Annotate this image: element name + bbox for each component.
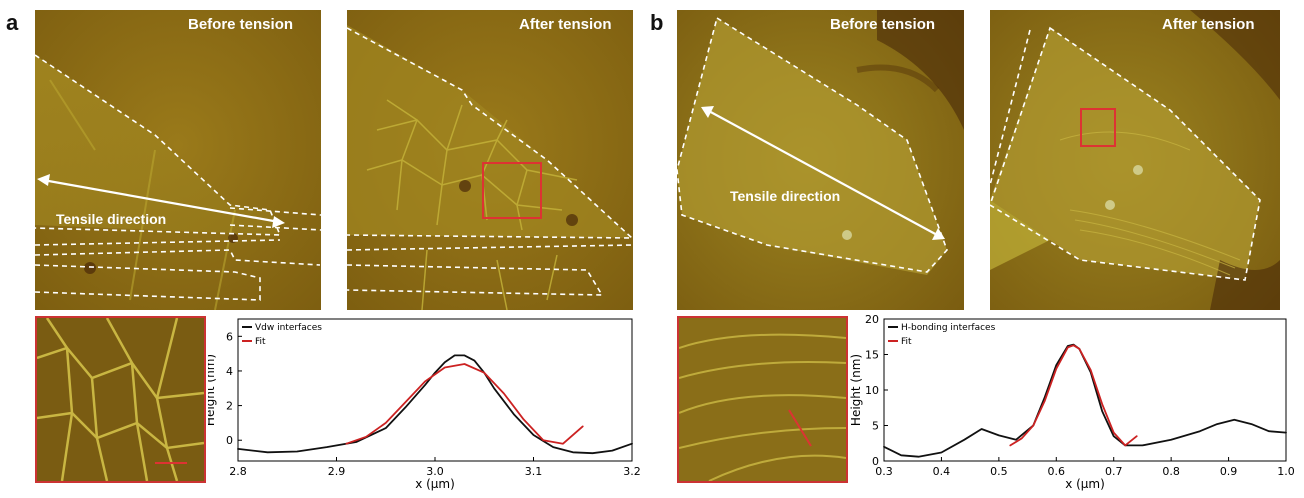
afm-image-b-before [677, 10, 964, 310]
x-axis-label: x (μm) [1065, 477, 1105, 491]
x-tick-label: 0.5 [990, 465, 1008, 478]
x-tick-label: 0.6 [1048, 465, 1066, 478]
y-tick-label: 2 [226, 400, 233, 413]
image-title-b-before: Before tension [830, 16, 936, 33]
tensile-direction-label-b: Tensile direction [730, 188, 841, 204]
x-tick-label: 3.1 [525, 465, 543, 478]
series-line-1 [1009, 344, 1138, 447]
image-title-a-after: After tension [519, 16, 612, 33]
x-tick-label: 2.8 [229, 465, 247, 478]
legend-label: H-bonding interfaces [901, 323, 996, 333]
afm-image-b-after [990, 10, 1280, 310]
x-tick-label: 0.3 [875, 465, 893, 478]
image-title-a-before: Before tension [188, 16, 294, 33]
plot-frame [237, 318, 633, 462]
x-tick-label: 3.2 [623, 465, 641, 478]
x-tick-label: 3.0 [426, 465, 444, 478]
series-line-1 [345, 363, 584, 445]
series-line-0 [237, 354, 633, 455]
panel-letter-a: a [6, 10, 19, 35]
x-tick-label: 0.4 [933, 465, 951, 478]
image-title-b-after: After tension [1162, 16, 1255, 33]
y-tick-label: 0 [872, 455, 879, 468]
zoom-inset-a [35, 316, 206, 483]
y-axis-label: Height (nm) [208, 354, 217, 426]
x-tick-label: 0.7 [1105, 465, 1123, 478]
chart-b-svg: 0.3 0.4 0.5 0.6 0.7 0.8 0.9 1.0 0 5 10 15 20 x (μm) He… [849, 313, 1295, 491]
x-tick-label: 0.8 [1162, 465, 1180, 478]
afm-image-a-before [35, 10, 321, 310]
height-profile-chart-b: 0.3 0.4 0.5 0.6 0.7 0.8 0.9 1.0 0 5 10 15 20 x (μm) He… [849, 313, 1296, 493]
panel-letter-b: b [650, 10, 664, 35]
y-tick-label: 6 [226, 330, 233, 343]
x-axis-label: x (μm) [415, 477, 455, 491]
y-axis-label: Height (nm) [850, 354, 863, 426]
y-tick-label: 5 [872, 420, 879, 433]
y-tick-label: 0 [226, 434, 233, 447]
height-profile-chart-a: 2.8 2.9 3.0 3.1 3.2 0 2 4 6 x (μm) Height (nm) Vdw … [203, 313, 644, 493]
legend-label: Fit [255, 337, 266, 347]
plot-frame [883, 318, 1287, 462]
y-tick-label: 15 [865, 349, 879, 362]
zoom-inset-b [677, 316, 848, 483]
y-tick-label: 4 [226, 365, 233, 378]
chart-a-svg: 2.8 2.9 3.0 3.1 3.2 0 2 4 6 x (μm) Height (nm) Vdw … [203, 318, 641, 491]
x-tick-label: 1.0 [1277, 465, 1295, 478]
legend-label: Fit [901, 337, 912, 347]
y-tick-label: 20 [865, 313, 879, 326]
y-tick-label: 10 [865, 384, 879, 397]
afm-image-a-after [347, 10, 633, 310]
legend-label: Vdw interfaces [255, 323, 322, 333]
tensile-direction-label-a: Tensile direction [56, 211, 167, 227]
x-tick-label: 0.9 [1220, 465, 1238, 478]
x-tick-label: 2.9 [328, 465, 346, 478]
